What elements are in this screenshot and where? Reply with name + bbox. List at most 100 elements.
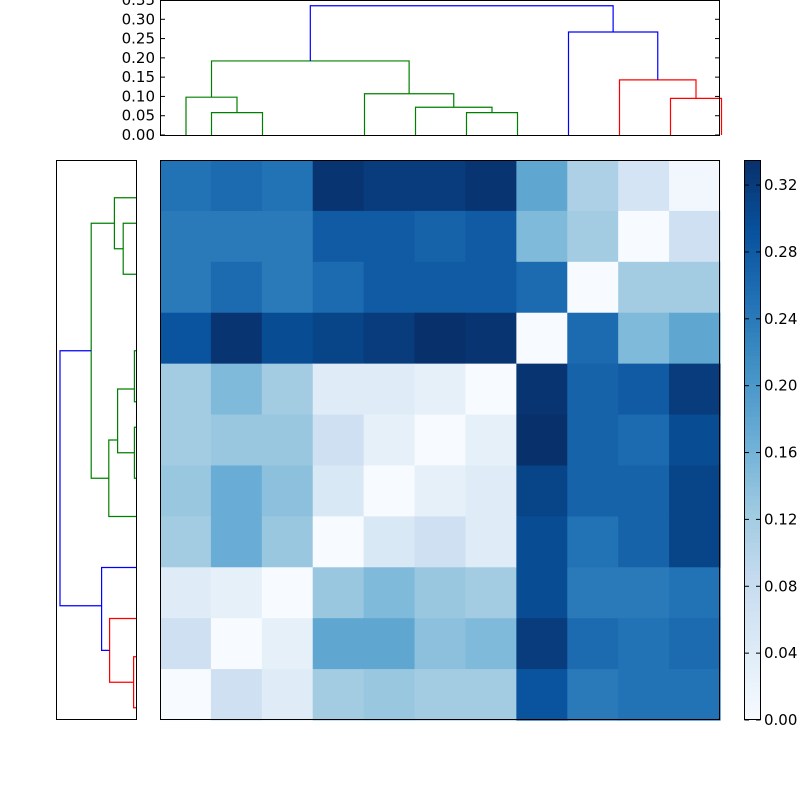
y-tick-label-7: 0.35 xyxy=(122,0,155,9)
heatmap-cell-2-2 xyxy=(261,261,314,314)
colorbar-segment-104 xyxy=(744,645,761,651)
heatmap-cell-1-0 xyxy=(160,210,212,263)
heatmap-cell-10-8 xyxy=(567,669,619,721)
heatmap-cell-2-0 xyxy=(160,261,212,314)
y-tick-label-0: 0.00 xyxy=(122,126,155,144)
top-dendrogram-link-0 xyxy=(210,112,264,135)
heatmap-cell-0-6 xyxy=(465,160,517,212)
colorbar-segment-38 xyxy=(744,337,761,343)
left-dendrogram-link-0 xyxy=(133,656,136,709)
colorbar-segment-71 xyxy=(744,491,761,497)
heatmap-cell-10-5 xyxy=(414,669,467,721)
heatmap-cell-0-9 xyxy=(618,160,670,212)
heatmap-cell-8-8 xyxy=(567,567,619,619)
left-dendrogram-link-4 xyxy=(133,426,136,479)
colorbar-segment-60 xyxy=(744,440,761,446)
heatmap-cell-2-6 xyxy=(465,261,517,314)
colorbar-segment-5 xyxy=(744,183,761,189)
colorbar-segment-91 xyxy=(744,584,761,590)
heatmap-cell-5-3 xyxy=(312,414,365,467)
colorbar-segment-11 xyxy=(744,211,761,217)
colorbar-segment-47 xyxy=(744,379,761,385)
heatmap-cell-3-7 xyxy=(516,312,568,365)
top-dendrogram-y-axis: 0.000.05 0.100.150.200.25 0.300.35 xyxy=(122,0,720,144)
colorbar-segment-40 xyxy=(744,346,761,352)
heatmap-cell-10-1 xyxy=(210,669,263,721)
heatmap-cell-3-9 xyxy=(618,312,670,365)
heatmap-cell-7-9 xyxy=(618,516,670,568)
heatmap-cell-5-1 xyxy=(210,414,263,467)
y-tick-label-1: 0.05 xyxy=(122,107,155,125)
heatmap-cell-0-2 xyxy=(261,160,314,212)
heatmap-cell-5-10 xyxy=(669,414,721,467)
colorbar-segment-34 xyxy=(744,318,761,324)
heatmap-cell-1-8 xyxy=(567,210,619,263)
colorbar-segment-44 xyxy=(744,365,761,371)
heatmap-cell-3-10 xyxy=(669,312,721,365)
colorbar-segment-80 xyxy=(744,533,761,539)
y-tick-label-4: 0.20 xyxy=(122,49,155,67)
heatmap-cell-10-0 xyxy=(160,669,212,721)
colorbar-segment-116 xyxy=(744,701,761,707)
heatmap-cell-1-3 xyxy=(312,210,365,263)
heatmap-cell-4-0 xyxy=(160,363,212,416)
colorbar-tick-label-3: 0.12 xyxy=(764,510,797,528)
heatmap-cell-5-5 xyxy=(414,414,467,467)
colorbar-segment-21 xyxy=(744,258,761,264)
heatmap-cell-1-6 xyxy=(465,210,517,263)
colorbar-axis: 0.00 0.04 0.08 0.12 0.16 0.20 0.24 0.28 0.32 xyxy=(744,176,797,729)
heatmap-cell-7-4 xyxy=(363,516,416,568)
heatmap-cell-8-7 xyxy=(516,567,568,619)
heatmap-cell-4-7 xyxy=(516,363,568,416)
heatmap-cell-2-3 xyxy=(312,261,365,314)
heatmap-cell-6-6 xyxy=(465,465,517,517)
colorbar-segment-90 xyxy=(744,580,761,586)
colorbar-segment-111 xyxy=(744,678,761,684)
colorbar-segment-65 xyxy=(744,463,761,469)
heatmap-cell-8-2 xyxy=(261,567,314,619)
colorbar-segment-103 xyxy=(744,640,761,646)
heatmap-cell-8-6 xyxy=(465,567,517,619)
heatmap-cell-2-8 xyxy=(567,261,619,314)
colorbar-segment-84 xyxy=(744,552,761,558)
colorbar-segment-76 xyxy=(744,514,761,520)
heatmap-cell-9-1 xyxy=(210,618,263,670)
colorbar-segment-55 xyxy=(744,416,761,422)
heatmap-cell-9-10 xyxy=(669,618,721,670)
heatmap-cell-4-5 xyxy=(414,363,467,416)
heatmap-cell-9-2 xyxy=(261,618,314,670)
colorbar-segment-87 xyxy=(744,566,761,572)
colorbar-segment-48 xyxy=(744,384,761,390)
colorbar-segment-31 xyxy=(744,304,761,310)
colorbar-segment-19 xyxy=(744,248,761,254)
colorbar-segment-59 xyxy=(744,435,761,441)
left-dendrogram-link-5 xyxy=(117,388,135,454)
colorbar-segment-114 xyxy=(744,692,761,698)
colorbar-segment-14 xyxy=(744,225,761,231)
colorbar-segment-72 xyxy=(744,496,761,502)
colorbar-segment-17 xyxy=(744,239,761,245)
heatmap-cell-8-3 xyxy=(312,567,365,619)
heatmap-cell-3-3 xyxy=(312,312,365,365)
colorbar-segment-27 xyxy=(744,286,761,292)
heatmap-cell-6-9 xyxy=(618,465,670,517)
left-dendrogram-link-2 xyxy=(101,566,136,651)
colorbar-tick-label-2: 0.08 xyxy=(764,577,797,595)
colorbar-segment-79 xyxy=(744,528,761,534)
heatmap-cell-3-2 xyxy=(261,312,314,365)
heatmap-cell-7-2 xyxy=(261,516,314,568)
colorbar-segment-62 xyxy=(744,449,761,455)
colorbar-segment-15 xyxy=(744,230,761,236)
heatmap-cell-4-8 xyxy=(567,363,619,416)
colorbar xyxy=(744,160,761,721)
colorbar-segment-118 xyxy=(744,710,761,716)
colorbar-segment-0 xyxy=(744,160,761,166)
heatmap-cell-0-4 xyxy=(363,160,416,212)
colorbar-segment-109 xyxy=(744,668,761,674)
colorbar-segment-29 xyxy=(744,295,761,301)
colorbar-segment-56 xyxy=(744,421,761,427)
heatmap-cell-9-6 xyxy=(465,618,517,670)
colorbar-segment-61 xyxy=(744,444,761,450)
colorbar-segment-110 xyxy=(744,673,761,679)
